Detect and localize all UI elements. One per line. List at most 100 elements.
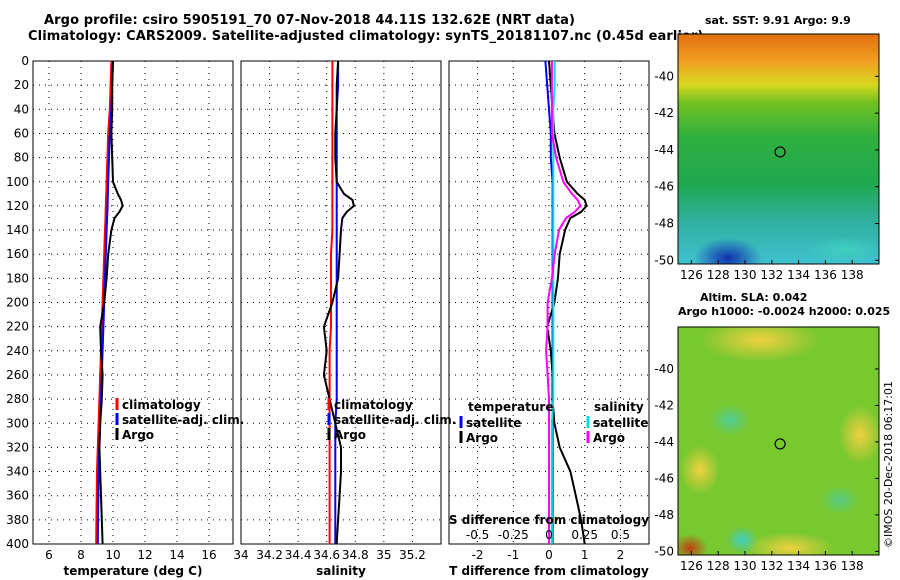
depth-tick-label: 300 bbox=[6, 416, 29, 430]
map-x-tick-label: 138 bbox=[841, 559, 864, 573]
depth-tick-label: 0 bbox=[21, 54, 29, 68]
map-x-tick-label: 134 bbox=[787, 559, 810, 573]
sla-high-patch bbox=[745, 532, 835, 555]
sal-x-tick-label: 34.8 bbox=[342, 548, 369, 562]
map-y-tick-label: -44 bbox=[654, 143, 674, 157]
depth-tick-label: 40 bbox=[14, 102, 29, 116]
diff-secondary-tick-label: -0.25 bbox=[498, 528, 529, 542]
sla-low-patch bbox=[820, 486, 860, 514]
map-x-tick-label: 136 bbox=[814, 268, 837, 282]
plot-title-line1: Argo profile: csiro 5905191_70 07-Nov-20… bbox=[44, 13, 576, 28]
map-x-tick-label: 130 bbox=[734, 559, 757, 573]
sal-x-tick-label: 34.6 bbox=[313, 548, 340, 562]
diff-secondary-tick-label: 0.25 bbox=[571, 528, 598, 542]
chart-layer: 0204060801001201401601802002202402602803… bbox=[6, 54, 879, 578]
map-x-tick-label: 132 bbox=[760, 268, 783, 282]
map-x-tick-label: 126 bbox=[680, 268, 703, 282]
sal-x-tick-label: 34.2 bbox=[256, 548, 283, 562]
sla-map-title-line1: Altim. SLA: 0.042 bbox=[700, 291, 807, 304]
diff-series-salinity-argo bbox=[545, 61, 582, 544]
map-x-tick-label: 138 bbox=[841, 268, 864, 282]
sst-cold-patch bbox=[694, 238, 762, 264]
map-x-tick-label: 126 bbox=[680, 559, 703, 573]
sla-argo-marker bbox=[774, 438, 786, 450]
diff-secondary-tick-label: 0 bbox=[545, 528, 553, 542]
sla-high-patch bbox=[838, 405, 879, 465]
sst-map-frame bbox=[677, 33, 880, 265]
depth-tick-label: 80 bbox=[14, 151, 29, 165]
sla-low-patch bbox=[726, 526, 758, 554]
depth-tick-label: 240 bbox=[6, 344, 29, 358]
depth-tick-label: 60 bbox=[14, 126, 29, 140]
diff-legend-label: satellite bbox=[593, 416, 648, 430]
depth-tick-label: 320 bbox=[6, 440, 29, 454]
sla-map-frame bbox=[677, 326, 880, 556]
depth-tick-label: 380 bbox=[6, 513, 29, 527]
depth-tick-label: 200 bbox=[6, 296, 29, 310]
depth-tick-label: 120 bbox=[6, 199, 29, 213]
diff-x-tick-label: 0 bbox=[545, 548, 553, 562]
diff-x-tick-label: -1 bbox=[507, 548, 519, 562]
depth-tick-label: 220 bbox=[6, 320, 29, 334]
sal-legend-label: Argo bbox=[334, 428, 366, 442]
map-y-tick-label: -48 bbox=[654, 508, 674, 522]
sal-x-tick-label: 35 bbox=[376, 548, 391, 562]
sal-x-tick-label: 35.2 bbox=[399, 548, 426, 562]
depth-tick-label: 100 bbox=[6, 175, 29, 189]
map-y-tick-label: -40 bbox=[654, 69, 674, 83]
plot-title-line2: Climatology: CARS2009. Satellite-adjuste… bbox=[28, 29, 704, 44]
sal-x-tick-label: 34.4 bbox=[285, 548, 312, 562]
sst-map-title: sat. SST: 9.91 Argo: 9.9 bbox=[705, 14, 851, 27]
map-x-tick-label: 128 bbox=[707, 268, 730, 282]
map-x-tick-label: 128 bbox=[707, 559, 730, 573]
depth-tick-label: 160 bbox=[6, 247, 29, 261]
depth-tick-label: 20 bbox=[14, 78, 29, 92]
diff-x-tick-label: 1 bbox=[581, 548, 589, 562]
temp-series-climatology bbox=[95, 60, 113, 545]
temp-x-axis-label: temperature (deg C) bbox=[64, 564, 203, 578]
sst-argo-marker bbox=[774, 146, 786, 158]
map-y-tick-label: -42 bbox=[654, 106, 674, 120]
temp-legend-label: climatology bbox=[122, 398, 201, 412]
depth-tick-label: 340 bbox=[6, 465, 29, 479]
map-y-tick-label: -48 bbox=[654, 217, 674, 231]
depth-tick-label: 180 bbox=[6, 271, 29, 285]
temp-x-tick-label: 10 bbox=[105, 548, 120, 562]
map-y-tick-label: -50 bbox=[654, 253, 674, 267]
map-x-tick-label: 130 bbox=[734, 268, 757, 282]
diff-x-tick-label: 2 bbox=[617, 548, 625, 562]
map-y-tick-label: -46 bbox=[654, 471, 674, 485]
diff-legend-label: Argo bbox=[593, 431, 625, 445]
depth-tick-label: 400 bbox=[6, 537, 29, 551]
map-y-tick-label: -50 bbox=[654, 544, 674, 558]
sal-x-tick-label: 34 bbox=[233, 548, 248, 562]
map-y-tick-label: -42 bbox=[654, 398, 674, 412]
temp-x-tick-label: 8 bbox=[77, 548, 85, 562]
map-x-tick-label: 132 bbox=[760, 559, 783, 573]
diff-series-temperature-argo bbox=[546, 60, 588, 545]
temp-series-argo bbox=[98, 60, 124, 545]
diff-secondary-tick-label: -0.5 bbox=[466, 528, 489, 542]
sal-series-argo bbox=[322, 60, 356, 545]
depth-tick-label: 280 bbox=[6, 392, 29, 406]
diff-series-salinity-satellite bbox=[550, 61, 556, 544]
map-y-tick-label: -46 bbox=[654, 180, 674, 194]
sal-legend-label: climatology bbox=[334, 398, 413, 412]
sal-series-satellite-adj-clim- bbox=[334, 61, 340, 544]
map-x-tick-label: 134 bbox=[787, 268, 810, 282]
copyright-stamp: ©IMOS 20-Dec-2018 06:17:01 bbox=[882, 381, 895, 548]
diff-x-tick-label: -2 bbox=[472, 548, 484, 562]
depth-tick-label: 360 bbox=[6, 489, 29, 503]
diff-legend-salinity-title: salinity bbox=[594, 400, 644, 414]
temp-x-tick-label: 6 bbox=[45, 548, 53, 562]
temp-x-tick-label: 12 bbox=[137, 548, 152, 562]
depth-tick-label: 140 bbox=[6, 223, 29, 237]
diff-legend-label: satellite bbox=[466, 416, 521, 430]
sla-map bbox=[678, 327, 879, 555]
sst-cold-patch bbox=[805, 236, 879, 264]
sst-map-field bbox=[678, 34, 879, 264]
diff-secondary-tick-label: 0.5 bbox=[611, 528, 630, 542]
temp-x-tick-label: 16 bbox=[201, 548, 216, 562]
sal-series-climatology bbox=[328, 61, 334, 544]
